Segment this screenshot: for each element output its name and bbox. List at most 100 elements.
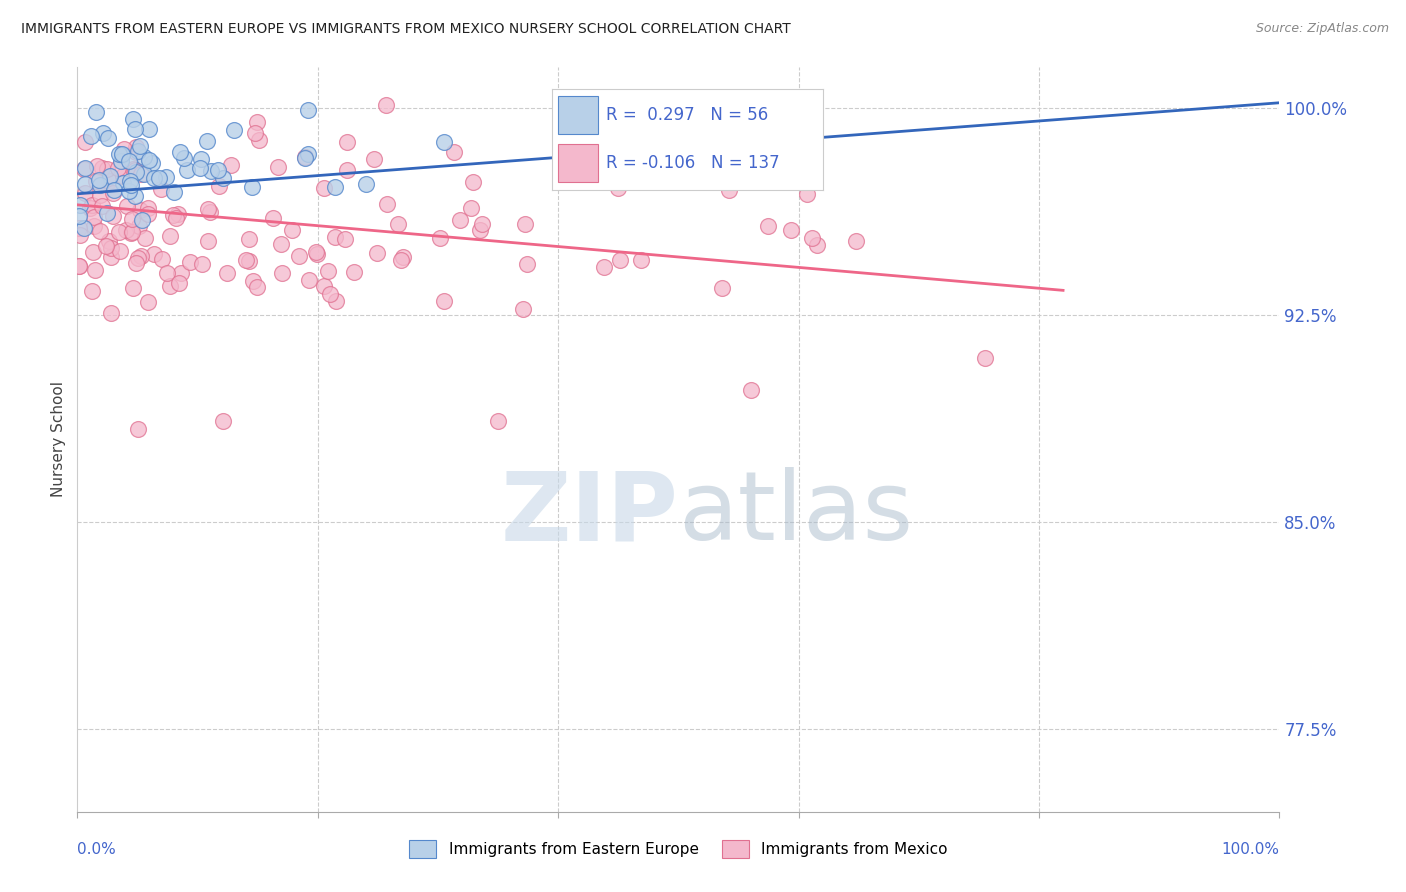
Point <box>120 174 142 188</box>
Point <box>208 178 231 193</box>
Point <box>120 226 142 240</box>
Point <box>433 294 456 309</box>
Point <box>375 197 398 211</box>
Point <box>155 170 177 185</box>
Point <box>375 98 398 112</box>
Point <box>200 163 222 178</box>
Point <box>167 207 190 221</box>
Point <box>125 256 148 270</box>
Point <box>129 202 152 217</box>
Point <box>121 225 143 239</box>
Point <box>124 162 146 177</box>
Point <box>179 254 201 268</box>
Point <box>486 414 509 428</box>
Point <box>468 223 491 237</box>
Point <box>796 187 818 202</box>
Point <box>162 208 184 222</box>
Point <box>73 162 96 177</box>
Point <box>150 252 173 266</box>
Point <box>312 181 335 195</box>
Point <box>103 183 125 197</box>
Text: IMMIGRANTS FROM EASTERN EUROPE VS IMMIGRANTS FROM MEXICO NURSERY SCHOOL CORRELAT: IMMIGRANTS FROM EASTERN EUROPE VS IMMIGR… <box>21 22 790 37</box>
Point <box>512 301 534 316</box>
Point <box>124 122 146 136</box>
Point <box>89 173 111 187</box>
Point <box>319 287 342 301</box>
Point <box>238 232 260 246</box>
Point <box>297 273 319 287</box>
Point <box>270 236 292 251</box>
Point <box>176 162 198 177</box>
Point <box>246 279 269 293</box>
Point <box>80 128 103 143</box>
Point <box>142 170 165 185</box>
Point <box>98 234 121 248</box>
Point <box>316 264 339 278</box>
Point <box>262 211 284 225</box>
Point <box>91 126 114 140</box>
Point <box>336 136 359 150</box>
Point <box>215 266 238 280</box>
Point <box>121 112 143 126</box>
Point <box>305 245 328 260</box>
Point <box>98 174 121 188</box>
Point <box>115 223 138 237</box>
Point <box>132 150 155 164</box>
Point <box>325 293 347 308</box>
Point <box>112 142 135 156</box>
Point <box>100 250 122 264</box>
Point <box>121 212 143 227</box>
Point <box>335 232 357 246</box>
Point <box>756 219 779 233</box>
Point <box>112 169 135 183</box>
Point <box>630 253 652 268</box>
Point <box>389 252 412 267</box>
Point <box>112 176 135 190</box>
Point <box>129 167 152 181</box>
Point <box>86 105 108 120</box>
Point <box>718 183 741 197</box>
Point <box>288 249 311 263</box>
Point <box>515 218 537 232</box>
Point <box>122 162 145 177</box>
Point <box>297 146 319 161</box>
Point <box>94 239 117 253</box>
Point <box>212 414 235 428</box>
Point <box>222 123 245 137</box>
Point <box>156 266 179 280</box>
Point <box>516 257 538 271</box>
Point <box>169 267 191 281</box>
Point <box>131 213 153 227</box>
Point <box>595 158 617 172</box>
Point <box>138 121 160 136</box>
Point <box>159 228 181 243</box>
Point <box>69 228 91 243</box>
Point <box>91 198 114 212</box>
Point <box>96 206 118 220</box>
Point <box>149 182 172 196</box>
Point <box>294 150 316 164</box>
Point <box>606 180 628 194</box>
Point <box>297 103 319 117</box>
Point <box>281 222 304 236</box>
Point <box>221 158 243 172</box>
Point <box>108 147 131 161</box>
Point <box>125 145 148 159</box>
Point <box>111 147 134 161</box>
Point <box>97 131 120 145</box>
Point <box>125 140 148 154</box>
Point <box>136 201 159 215</box>
Point <box>845 234 868 248</box>
Point <box>103 209 125 223</box>
Point <box>391 250 413 264</box>
Point <box>67 259 90 273</box>
Point <box>73 178 96 192</box>
Point <box>354 177 377 191</box>
Point <box>190 153 212 167</box>
Point <box>366 245 388 260</box>
Point <box>110 244 132 258</box>
Point <box>84 174 107 188</box>
Point <box>127 422 149 436</box>
Point <box>197 202 219 217</box>
Point <box>73 161 96 176</box>
